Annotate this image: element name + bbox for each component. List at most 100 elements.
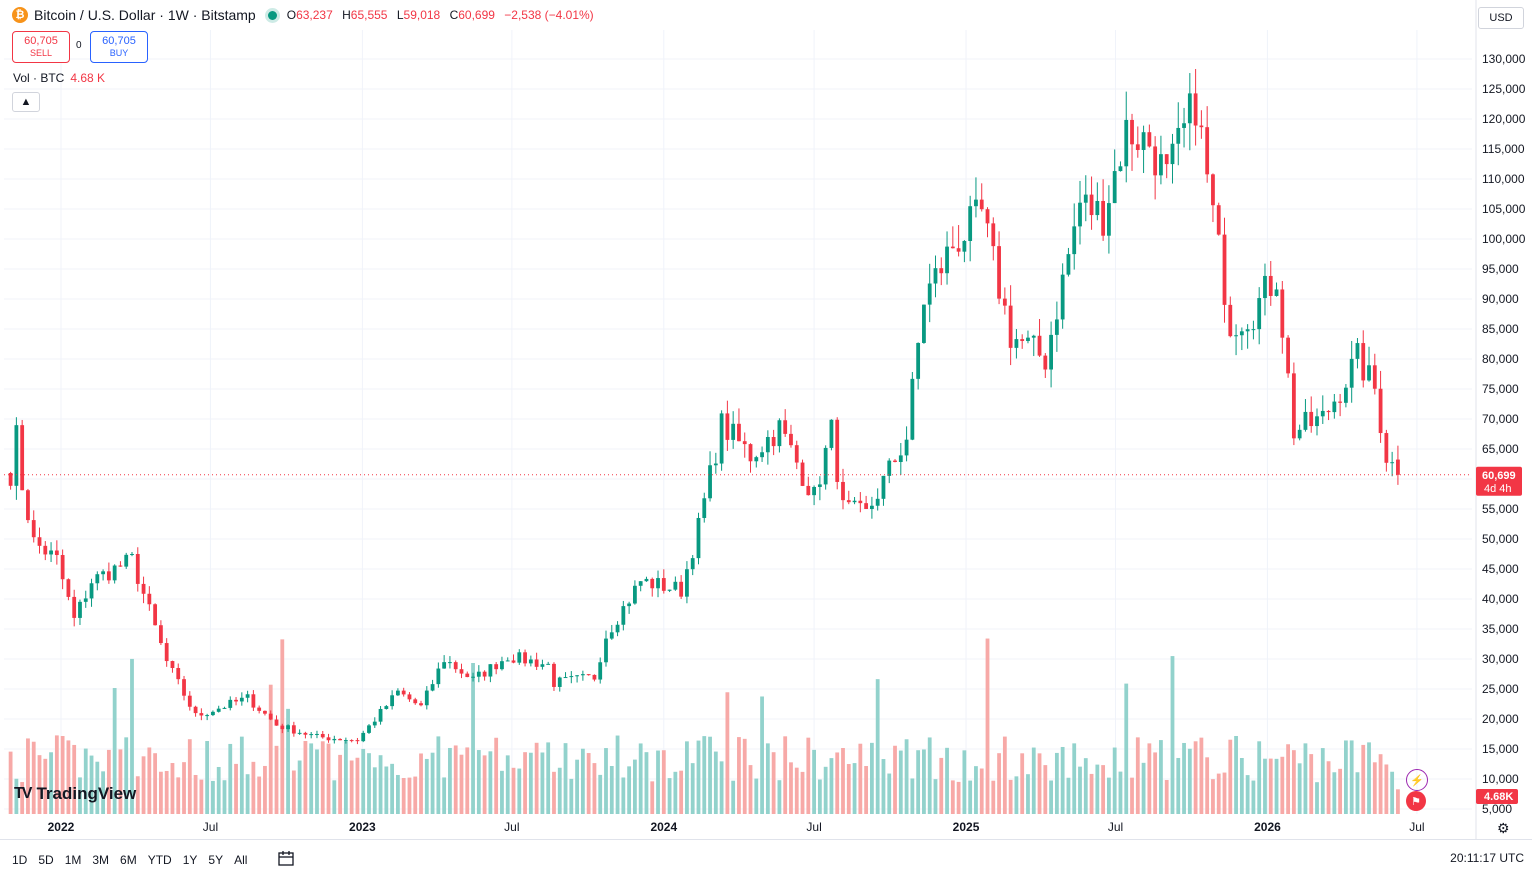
volume-bar — [708, 736, 712, 814]
price-tick-label: 20,000 — [1482, 712, 1519, 726]
candle-body — [1043, 355, 1048, 370]
settings-icon[interactable]: ⚙ — [1497, 820, 1510, 836]
volume-bar — [367, 753, 371, 814]
price-tick-label: 25,000 — [1482, 682, 1519, 696]
volume-bar — [546, 742, 551, 814]
flash-icon[interactable]: ⚡ — [1406, 769, 1428, 791]
candle-body — [1020, 339, 1025, 342]
candle-body — [1078, 202, 1082, 227]
candle-body — [465, 673, 470, 678]
candle-body — [1049, 334, 1053, 370]
volume-bar — [72, 744, 77, 814]
candle-body — [49, 550, 53, 555]
symbol-title[interactable]: Bitcoin / U.S. Dollar · 1W · Bitstamp — [34, 7, 256, 23]
high-value: 65,555 — [350, 8, 388, 22]
timeframe-1m[interactable]: 1M — [64, 852, 82, 867]
candle-body — [1031, 335, 1036, 338]
sell-button[interactable]: 60,705 SELL — [12, 31, 70, 63]
candle-body — [31, 520, 36, 538]
price-tick-label: 40,000 — [1482, 592, 1519, 606]
volume-legend[interactable]: Vol · BTC 4.68 K — [13, 71, 105, 85]
volume-bar — [1026, 774, 1030, 814]
candle-body — [557, 677, 562, 687]
candle-body — [887, 460, 892, 476]
tradingview-logo[interactable]: TV TradingView — [14, 784, 136, 804]
timeframe-all[interactable]: All — [234, 852, 248, 867]
candle-body — [1286, 337, 1290, 374]
collapse-legend-button[interactable]: ▲ — [12, 92, 40, 112]
timeframe-5y[interactable]: 5Y — [208, 852, 224, 867]
candle-body — [667, 589, 672, 591]
candle-body — [881, 475, 886, 499]
candle-body — [939, 268, 944, 274]
volume-bar — [806, 737, 811, 814]
candle-body — [349, 740, 354, 742]
volume-bar — [760, 696, 764, 814]
candle-body — [1008, 305, 1013, 348]
candle-body — [528, 659, 533, 664]
timeframe-5d[interactable]: 5D — [38, 852, 54, 867]
candle-body — [500, 661, 504, 670]
flag-icon[interactable]: ⚑ — [1406, 791, 1426, 811]
timeframe-ytd[interactable]: YTD — [147, 852, 172, 867]
volume-bar — [685, 741, 689, 814]
candle-body — [170, 661, 175, 669]
volume-bar — [1130, 777, 1134, 814]
volume-bar — [1147, 743, 1152, 814]
volume-bar — [320, 741, 325, 814]
volume-bar — [1349, 740, 1354, 814]
candle-body — [488, 664, 493, 677]
calendar-icon[interactable] — [278, 850, 296, 869]
volume-bar — [869, 742, 874, 814]
timeframe-1d[interactable]: 1D — [12, 852, 28, 867]
price-tag-countdown: 4d 4h — [1484, 483, 1512, 495]
volume-bar — [1072, 743, 1077, 814]
candle-body — [158, 625, 163, 644]
timeframe-3m[interactable]: 3M — [92, 852, 110, 867]
price-tick-label: 105,000 — [1482, 202, 1526, 216]
volume-bar — [783, 736, 788, 814]
price-tag — [1476, 466, 1522, 496]
candle-body — [384, 706, 389, 709]
volume-bar — [274, 745, 279, 814]
low-value: 59,018 — [403, 8, 441, 22]
candle-body — [430, 684, 435, 691]
candle-body — [875, 498, 880, 506]
volume-bar — [37, 755, 42, 814]
candle-body — [424, 690, 429, 706]
volume-bar — [1164, 780, 1169, 814]
volume-bar — [187, 739, 192, 814]
volume-bar — [557, 767, 562, 814]
candle-body — [1130, 119, 1134, 145]
volume-bar — [384, 766, 389, 814]
volume-bar — [211, 780, 215, 814]
volume-bar — [632, 759, 637, 814]
volume-bar — [1378, 754, 1383, 814]
buy-button[interactable]: 60,705 BUY — [90, 31, 148, 63]
currency-selector[interactable]: USD — [1478, 7, 1524, 29]
price-tick-label: 95,000 — [1482, 262, 1519, 276]
timeframe-6m[interactable]: 6M — [120, 852, 137, 867]
volume-bar — [719, 761, 724, 814]
volume-bar — [482, 755, 487, 814]
volume-bar — [679, 770, 684, 814]
volume-bar — [661, 750, 666, 814]
volume-bar — [1112, 747, 1117, 814]
volume-bar — [199, 779, 204, 814]
volume-bar — [401, 777, 406, 814]
volume-bar — [1280, 756, 1285, 814]
volume-bar — [1054, 752, 1059, 814]
price-tick-label: 5,000 — [1482, 802, 1512, 816]
candle-body — [569, 676, 574, 678]
volume-bar — [49, 752, 53, 814]
candle-body — [656, 578, 660, 589]
candle-body — [638, 581, 643, 586]
utc-clock[interactable]: 20:11:17 UTC — [1450, 851, 1524, 865]
volume-bar — [1390, 771, 1395, 814]
volume-bar — [1222, 772, 1227, 814]
timeframe-1y[interactable]: 1Y — [182, 852, 198, 867]
volume-bar — [378, 755, 383, 814]
price-tick-label: 30,000 — [1482, 652, 1519, 666]
